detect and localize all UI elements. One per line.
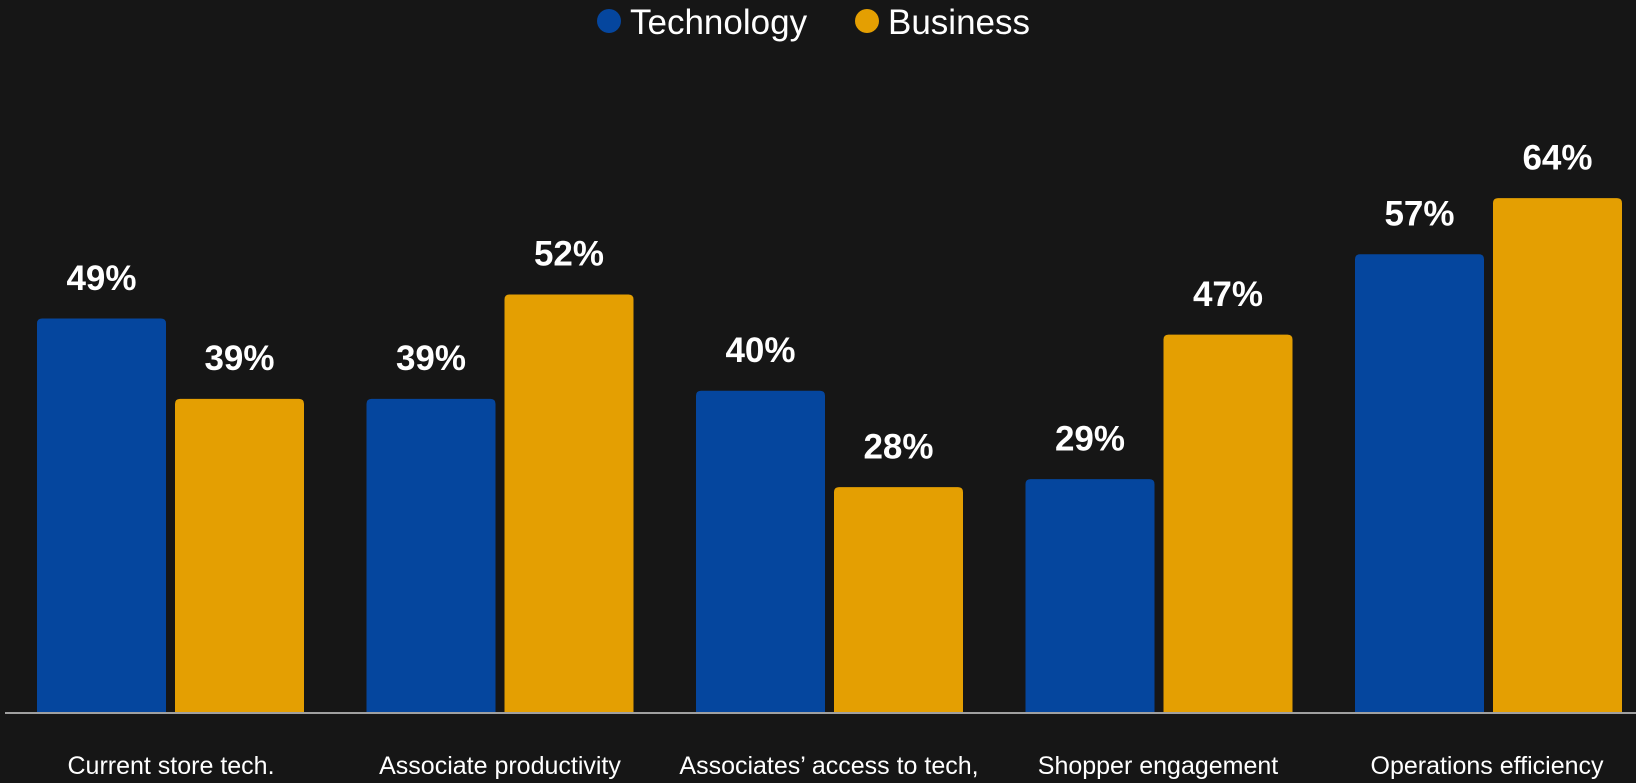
legend-label-business: Business bbox=[888, 3, 1030, 42]
bar-technology-current-store-tech bbox=[37, 318, 166, 712]
bar-business-associates-access-to-tech bbox=[834, 487, 963, 712]
value-label-technology-associates-access-to-tech: 40% bbox=[725, 331, 795, 370]
bars-layer bbox=[37, 198, 1622, 713]
category-label-shopper-engagement: Shopper engagement bbox=[1038, 752, 1279, 780]
value-label-business-associates-access-to-tech: 28% bbox=[863, 427, 933, 466]
bar-technology-associate-productivity bbox=[366, 398, 496, 712]
value-label-business-operations-efficiency: 64% bbox=[1522, 138, 1592, 177]
category-label-operations-efficiency: Operations efficiency bbox=[1371, 752, 1604, 780]
legend: Technology Business bbox=[597, 3, 1030, 42]
category-label-associate-productivity: Associate productivity bbox=[379, 752, 621, 780]
value-label-technology-current-store-tech: 49% bbox=[66, 259, 136, 298]
bar-technology-shopper-engagement bbox=[1025, 479, 1155, 712]
value-label-business-current-store-tech: 39% bbox=[204, 339, 274, 378]
category-label-current-store-tech: Current store tech. bbox=[67, 752, 274, 780]
value-label-business-shopper-engagement: 47% bbox=[1193, 275, 1263, 314]
category-labels-layer: Current store tech. Associate productivit… bbox=[67, 752, 1604, 780]
bar-technology-associates-access-to-tech bbox=[696, 390, 825, 712]
bar-business-associate-productivity bbox=[504, 294, 634, 712]
bar-business-shopper-engagement bbox=[1163, 334, 1293, 712]
bar-business-current-store-tech bbox=[175, 398, 304, 712]
legend-marker-business bbox=[855, 9, 879, 33]
bar-business-operations-efficiency bbox=[1493, 198, 1622, 712]
bar-technology-operations-efficiency bbox=[1355, 254, 1484, 713]
value-label-technology-operations-efficiency: 57% bbox=[1384, 195, 1454, 234]
legend-label-technology: Technology bbox=[630, 3, 808, 42]
value-label-technology-shopper-engagement: 29% bbox=[1055, 419, 1125, 458]
value-labels-layer: 49% 39% 39% 52% 40% 28% 29% 47% 57% 64% bbox=[66, 138, 1592, 466]
value-label-technology-associate-productivity: 39% bbox=[396, 339, 466, 378]
value-label-business-associate-productivity: 52% bbox=[534, 235, 604, 274]
category-label-associates-access-to-tech: Associates’ access to tech, bbox=[679, 752, 978, 780]
legend-marker-technology bbox=[597, 9, 621, 33]
